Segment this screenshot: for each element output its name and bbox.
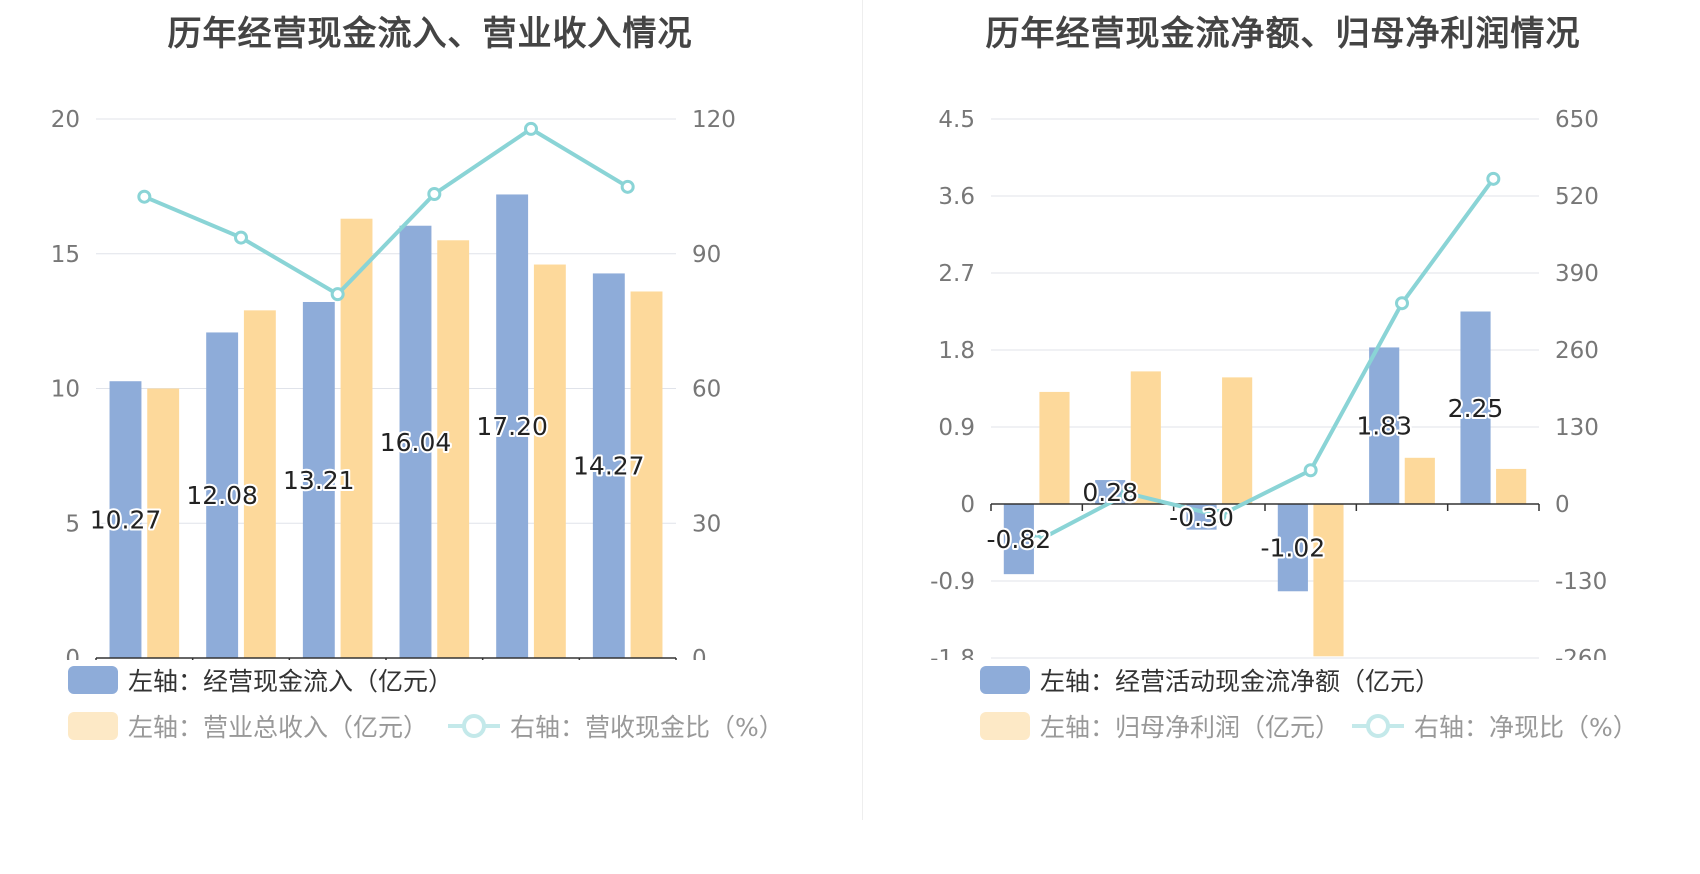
right-axis-tick-label: 650 bbox=[1555, 107, 1599, 133]
legend-line-circle-icon bbox=[448, 714, 500, 738]
left-chart-panel: 历年经营现金流入、营业收入情况 201510501209060300201820… bbox=[51, 14, 784, 744]
bar-series2-2021 bbox=[437, 240, 470, 658]
legend-label: 左轴：归母净利润（亿元） bbox=[1040, 713, 1341, 742]
right-axis-tick-label: 30 bbox=[692, 511, 721, 537]
right-legend-ratio[interactable]: 右轴：净现比（%） bbox=[1352, 708, 1638, 744]
bar-series1-2023 bbox=[592, 273, 625, 658]
legend-label: 左轴：营业总收入（亿元） bbox=[128, 713, 429, 742]
line-point-2021 bbox=[427, 187, 442, 202]
bar-series1-2023 bbox=[1460, 311, 1491, 504]
bar-data-label: -0.82 bbox=[987, 525, 1052, 554]
left-axis-tick-label: -0.9 bbox=[930, 569, 975, 595]
legend-swatch-orange bbox=[68, 712, 118, 740]
bar-series2-2020 bbox=[1222, 377, 1253, 504]
right-axis-tick-label: -260 bbox=[1555, 646, 1607, 660]
left-axis-tick-label: 1.8 bbox=[938, 338, 975, 364]
left-axis-tick-label: 20 bbox=[51, 107, 80, 133]
bar-series2-2019 bbox=[1130, 371, 1161, 504]
bar-series1-2021 bbox=[1277, 504, 1308, 592]
right-axis-tick-label: 390 bbox=[1555, 261, 1599, 287]
left-axis-tick-label: 15 bbox=[51, 242, 80, 268]
bar-series1-2018 bbox=[1003, 504, 1034, 575]
right-axis-tick-label: 0 bbox=[1555, 492, 1570, 518]
right-chart-panel: 历年经营现金流净额、归母净利润情况 4.5 3.6 2.7 1.8 0.9 0 -0.9 -1… bbox=[866, 0, 1700, 874]
bar-data-label: 10.27 bbox=[90, 506, 162, 535]
legend-label: 左轴：经营活动现金流净额（亿元） bbox=[1040, 667, 1441, 696]
bar-series2-2022 bbox=[533, 264, 566, 658]
left-axis-tick-label: 0 bbox=[960, 492, 975, 518]
bar-series1-2021 bbox=[399, 225, 432, 659]
bar-series1-2018 bbox=[109, 381, 142, 658]
right-axis-tick-label: 0 bbox=[692, 646, 707, 660]
bar-series2-2021 bbox=[1313, 504, 1344, 657]
line-point-2023 bbox=[1486, 171, 1501, 186]
bar-data-label: -1.02 bbox=[1261, 534, 1326, 563]
left-axis-tick-label: 2.7 bbox=[938, 261, 975, 287]
line-point-2022 bbox=[1395, 296, 1409, 311]
left-axis-tick-label: 0.9 bbox=[938, 415, 975, 441]
right-chart-title: 历年经营现金流净额、归母净利润情况 bbox=[985, 14, 1581, 54]
right-axis-tick-label: 90 bbox=[692, 242, 721, 268]
left-axis-tick-label: 10 bbox=[51, 377, 80, 403]
legend-swatch-blue bbox=[980, 666, 1030, 694]
legend-swatch-orange bbox=[980, 712, 1030, 740]
right-axis-tick-label: 120 bbox=[692, 107, 736, 133]
right-axis-tick-label: 260 bbox=[1555, 338, 1599, 364]
bar-series2-2018 bbox=[1039, 391, 1070, 504]
right-legend-net-profit[interactable]: 左轴：归母净利润（亿元） bbox=[980, 708, 1340, 744]
bar-series1-2020 bbox=[302, 301, 335, 658]
bar-data-label: -0.30 bbox=[1169, 503, 1234, 532]
line-series bbox=[143, 126, 629, 297]
left-chart-plot: 2015105012090603002018201920202021202220… bbox=[51, 107, 736, 660]
left-axis-tick-label: 3.6 bbox=[938, 184, 975, 210]
legend-label: 左轴：经营现金流入（亿元） bbox=[128, 667, 454, 696]
left-axis-tick-label: 5 bbox=[65, 511, 80, 537]
left-axis-tick-label: 0 bbox=[65, 646, 80, 660]
line-point-2021 bbox=[1303, 463, 1318, 478]
right-axis-tick-label: 130 bbox=[1555, 415, 1599, 441]
line-series bbox=[1035, 177, 1495, 544]
bar-data-label: 12.08 bbox=[186, 481, 258, 510]
line-point-2019 bbox=[1121, 486, 1135, 501]
left-axis-tick-label: 4.5 bbox=[938, 107, 975, 133]
bar-data-label: 0.28 bbox=[1082, 478, 1138, 507]
left-axis-tick-label: -1.8 bbox=[930, 646, 975, 660]
bar-series2-2018 bbox=[147, 388, 180, 658]
bar-data-label: 16.04 bbox=[380, 428, 452, 457]
right-axis-tick-label: -130 bbox=[1555, 569, 1607, 595]
bar-series2-2019 bbox=[243, 310, 276, 658]
panel-divider bbox=[862, 0, 863, 820]
bar-data-label: 13.21 bbox=[283, 466, 355, 495]
bar-series1-2022 bbox=[496, 194, 529, 658]
right-axis-tick-label: 520 bbox=[1555, 184, 1599, 210]
bar-data-label: 17.20 bbox=[476, 412, 548, 441]
left-chart-title: 历年经营现金流入、营业收入情况 bbox=[167, 14, 693, 54]
legend-swatch-blue bbox=[68, 666, 118, 694]
line-point-2020 bbox=[330, 287, 345, 302]
bar-series2-2022 bbox=[1404, 457, 1435, 504]
left-legend-revenue[interactable]: 左轴：营业总收入（亿元） bbox=[68, 708, 428, 744]
bar-data-label: 1.83 bbox=[1356, 412, 1412, 441]
bar-data-label: 14.27 bbox=[573, 452, 645, 481]
line-point-2022 bbox=[524, 121, 538, 136]
left-legend-cash-inflow[interactable]: 左轴：经营现金流入（亿元） bbox=[68, 662, 453, 698]
line-point-2020 bbox=[1212, 508, 1227, 523]
legend-label: 右轴：净现比（%） bbox=[1414, 713, 1638, 742]
right-axis-tick-label: 60 bbox=[692, 377, 721, 403]
legend-label: 右轴：营收现金比（%） bbox=[510, 713, 784, 742]
right-chart-plot: 4.5 3.6 2.7 1.8 0.9 0 -0.9 -1.8 650 520 390 260 130 0… bbox=[930, 107, 1607, 660]
right-legend-net-cash[interactable]: 左轴：经营活动现金流净额（亿元） bbox=[980, 662, 1440, 698]
bar-data-label: 2.25 bbox=[1448, 394, 1504, 423]
bar-series2-2023 bbox=[1496, 468, 1527, 504]
bar-series1-2019 bbox=[206, 332, 239, 658]
bar-series1-2022 bbox=[1369, 347, 1400, 504]
line-point-2019 bbox=[234, 230, 248, 245]
line-point-2018 bbox=[1029, 534, 1044, 549]
legend-line-circle-icon bbox=[1352, 714, 1404, 738]
bar-series2-2020 bbox=[340, 218, 373, 658]
line-point-2018 bbox=[137, 189, 152, 204]
line-point-2023 bbox=[620, 179, 635, 194]
left-legend-ratio[interactable]: 右轴：营收现金比（%） bbox=[448, 708, 784, 744]
bar-series2-2023 bbox=[630, 291, 663, 658]
